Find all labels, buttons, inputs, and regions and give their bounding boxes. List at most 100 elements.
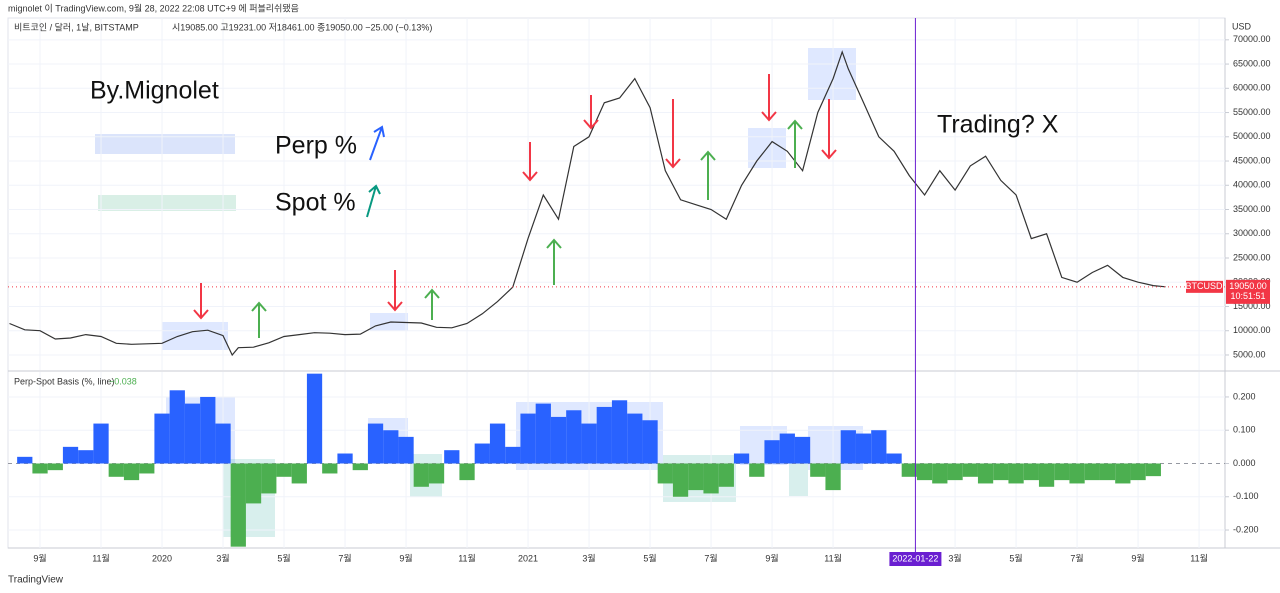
up-arrow bbox=[546, 238, 562, 285]
basis-bar bbox=[1084, 463, 1100, 481]
basis-bar bbox=[764, 440, 780, 464]
y-tick-label: 35000.00 bbox=[1233, 204, 1271, 214]
basis-bar bbox=[505, 446, 521, 464]
basis-bar bbox=[230, 463, 246, 547]
perp-arrow bbox=[369, 125, 385, 161]
up-arrow bbox=[787, 119, 803, 168]
legend-spot-swatch bbox=[98, 195, 236, 211]
basis-bar bbox=[337, 453, 353, 464]
basis-bar bbox=[627, 413, 643, 464]
x-tick-label: 3월 bbox=[948, 552, 961, 563]
y-tick-label: 70000.00 bbox=[1233, 34, 1271, 44]
y-tick-label: 5000.00 bbox=[1233, 349, 1266, 359]
x-tick-label: 7월 bbox=[338, 552, 351, 563]
y-tick-label: 0.000 bbox=[1233, 458, 1256, 468]
basis-bar bbox=[1008, 463, 1024, 484]
x-tick-label: 11월 bbox=[1190, 552, 1208, 563]
basis-bar bbox=[154, 413, 170, 464]
basis-bar bbox=[123, 463, 140, 481]
basis-bar bbox=[398, 436, 414, 464]
basis-bar bbox=[459, 463, 475, 481]
down-arrow bbox=[583, 95, 599, 130]
x-tick-label: 7월 bbox=[1070, 552, 1083, 563]
spot-arrow bbox=[366, 184, 381, 218]
y-tick-label: 60000.00 bbox=[1233, 83, 1271, 93]
author: By.Mignolet bbox=[90, 77, 219, 105]
basis-bar bbox=[444, 450, 460, 464]
basis-bar bbox=[779, 433, 795, 464]
y-tick-label: 0.100 bbox=[1233, 425, 1256, 435]
spot-label: Spot % bbox=[275, 189, 356, 217]
ohlc: 시19085.00 고19231.00 저18461.00 종19050.00 … bbox=[172, 22, 432, 32]
basis-bar bbox=[550, 416, 567, 464]
x-tick-label: 5월 bbox=[643, 552, 656, 563]
y-tick-label: -0.100 bbox=[1233, 491, 1259, 501]
basis-bar bbox=[200, 396, 216, 464]
up-arrow bbox=[251, 301, 267, 338]
plot bbox=[8, 18, 1225, 548]
symbol-title: 비트코인 / 달러, 1날, BITSTAMP bbox=[14, 21, 139, 32]
basis-bar bbox=[993, 463, 1009, 481]
basis-bar bbox=[718, 463, 734, 487]
basis-bar bbox=[428, 463, 445, 484]
y-tick-label: 10000.00 bbox=[1233, 325, 1271, 335]
basis-bar bbox=[1115, 463, 1131, 484]
basis-bar bbox=[306, 373, 323, 464]
perp-label: Perp % bbox=[275, 132, 357, 160]
symbol-tag bbox=[1186, 280, 1223, 293]
indicator-value: −0.038 bbox=[109, 376, 137, 386]
x-tick-label: 3월 bbox=[582, 552, 595, 563]
basis-bar bbox=[962, 463, 978, 477]
basis-bar bbox=[947, 463, 963, 481]
x-tick-label: 2020 bbox=[152, 553, 172, 563]
basis-bar bbox=[413, 463, 429, 487]
basis-bar bbox=[688, 463, 704, 491]
x-tick-label: 11월 bbox=[824, 552, 842, 563]
basis-bar bbox=[642, 420, 658, 464]
basis-bar bbox=[322, 463, 338, 474]
basis-bar bbox=[78, 450, 94, 464]
y-tick-label: 15000.00 bbox=[1233, 301, 1271, 311]
x-tick-label: 9월 bbox=[399, 552, 412, 563]
basis-bar bbox=[535, 403, 551, 464]
trading-note: Trading? X bbox=[937, 111, 1059, 139]
y-tick-label: 45000.00 bbox=[1233, 155, 1271, 165]
time-tag-text: 10:51:51 bbox=[1230, 291, 1265, 301]
down-arrow bbox=[821, 99, 837, 160]
crosshair-label: 2022-01-22 bbox=[892, 553, 938, 563]
basis-bar bbox=[886, 453, 902, 464]
basis-bar bbox=[261, 463, 277, 494]
basis-bar bbox=[62, 446, 79, 464]
price-tag bbox=[1226, 279, 1270, 304]
basis-bar bbox=[901, 463, 917, 477]
basis-bar bbox=[520, 413, 536, 464]
basis-bar bbox=[489, 423, 506, 464]
basis-bar bbox=[1054, 463, 1070, 481]
basis-bar bbox=[932, 463, 948, 484]
price-tag-text: 19050.00 bbox=[1229, 281, 1267, 291]
y-tick-label: 55000.00 bbox=[1233, 107, 1271, 117]
basis-bar bbox=[703, 463, 719, 494]
y-tick-label: -0.200 bbox=[1233, 524, 1259, 534]
y-tick-label: 25000.00 bbox=[1233, 252, 1271, 262]
basis-bar bbox=[672, 463, 689, 497]
basis-bar bbox=[825, 463, 841, 491]
x-tick-label: 7월 bbox=[704, 552, 717, 563]
basis-bar bbox=[17, 456, 33, 464]
x-tick-label: 5월 bbox=[1009, 552, 1022, 563]
y-tick-label: 40000.00 bbox=[1233, 180, 1271, 190]
down-arrow bbox=[761, 74, 777, 122]
basis-bar bbox=[611, 400, 628, 464]
basis-bar bbox=[977, 463, 994, 484]
basis-bar bbox=[871, 430, 887, 464]
up-arrow bbox=[700, 150, 716, 200]
basis-bar bbox=[810, 463, 826, 477]
footer: TradingView bbox=[8, 575, 64, 586]
basis-bar bbox=[657, 463, 673, 484]
basis-bar bbox=[291, 463, 307, 484]
y-tick-label: 0.200 bbox=[1233, 391, 1256, 401]
basis-bar bbox=[855, 433, 872, 464]
basis-bar bbox=[32, 463, 48, 474]
y-label: USD bbox=[1232, 21, 1252, 31]
